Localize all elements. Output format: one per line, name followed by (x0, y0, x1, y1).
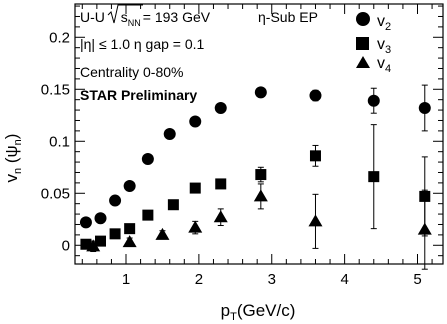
point-v3 (80, 238, 92, 250)
y-axis-label: vn (ψn) (2, 134, 24, 183)
point-v3 (368, 171, 380, 183)
sqrt-sign (107, 4, 143, 24)
point-v2 (367, 94, 380, 107)
point-v2 (214, 102, 227, 114)
point-v2 (141, 152, 154, 165)
annotation-centrality: Centrality 0-80% (80, 64, 184, 80)
legend-marker-v3 (356, 37, 369, 50)
point-v2 (254, 86, 267, 99)
point-v4 (122, 235, 137, 248)
legend-label-v3: v3 (377, 36, 391, 56)
x-tick-label: 2 (195, 271, 203, 288)
point-v4 (213, 210, 228, 223)
point-v3 (95, 235, 107, 247)
x-tick-label: 4 (340, 271, 348, 288)
legend-label-v2: v2 (377, 13, 391, 33)
point-v2 (123, 180, 136, 192)
point-v2 (418, 102, 431, 114)
y-tick-label: 0.05 (41, 185, 70, 202)
point-v2 (163, 128, 176, 140)
x-axis-label: pT(GeV/c) (221, 301, 296, 323)
annotation-status: STAR Preliminary (80, 87, 197, 103)
legend-marker-v4 (356, 56, 370, 68)
point-v3 (255, 169, 267, 181)
point-v2 (309, 89, 322, 102)
point-v3 (309, 150, 321, 162)
plot-frame (74, 3, 444, 265)
point-v3 (109, 228, 121, 240)
point-v3 (167, 199, 179, 211)
y-tick-label: 0 (62, 237, 70, 254)
legend-marker-v2 (356, 12, 370, 26)
point-v2 (189, 115, 202, 128)
point-v3 (419, 190, 431, 202)
point-v3 (142, 209, 154, 221)
point-v3 (124, 223, 136, 235)
annotation-method: η-Sub EP (258, 9, 318, 25)
annotation-eta-cut: |η| ≤ 1.0 η gap = 0.1 (80, 36, 205, 52)
point-v4 (188, 220, 203, 233)
annotation-system-energy: U-U sNN = 193 GeV (80, 9, 211, 28)
point-v2 (79, 216, 92, 229)
x-tick-label: 1 (122, 271, 130, 288)
x-tick-label: 5 (413, 271, 421, 288)
point-v4 (253, 189, 268, 202)
point-v4 (155, 227, 170, 240)
point-v2 (109, 194, 122, 207)
y-tick-label: 0.1 (49, 133, 70, 150)
axes: 1 2 3 4 5 0 0.05 0.1 0.15 0.2 (41, 4, 443, 288)
legend: v2 v3 v4 (356, 12, 391, 75)
x-tick-label: 3 (268, 271, 276, 288)
y-tick-label: 0.15 (41, 81, 70, 98)
y-tick-label: 0.2 (49, 29, 70, 46)
point-v4 (417, 222, 432, 235)
point-v3 (189, 182, 201, 194)
data-markers (79, 86, 432, 252)
legend-label-v4: v4 (377, 55, 391, 75)
point-v4 (86, 239, 101, 252)
point-v4 (308, 214, 323, 227)
annotation-block: U-U sNN = 193 GeV η-Sub EP |η| ≤ 1.0 η ga… (80, 4, 318, 103)
point-v2 (94, 212, 107, 225)
point-v3 (215, 178, 227, 190)
